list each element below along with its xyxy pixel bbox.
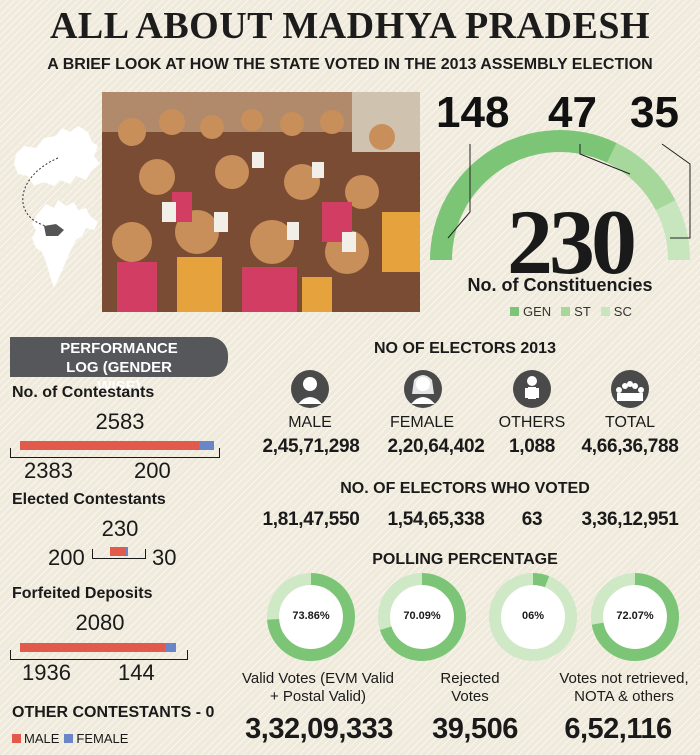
voted-female-value: 1,54,65,338 — [387, 509, 485, 530]
legend-male: MALE — [24, 731, 60, 746]
elected-label: Elected Contestants — [12, 491, 166, 508]
india-map-graphic — [14, 126, 100, 288]
sc-count: 35 — [630, 88, 679, 137]
legend-st: ST — [574, 304, 591, 319]
electors-total-value: 4,66,36,788 — [581, 436, 679, 457]
contestants-total: 2583 — [95, 409, 145, 434]
electors-others-label: OTHERS — [498, 414, 566, 431]
electors-others-value: 1,088 — [508, 436, 556, 457]
voted-heading: NO. OF ELECTORS WHO VOTED — [340, 480, 590, 497]
arc-segment-sc — [655, 200, 690, 260]
contestants-male: 2383 — [24, 458, 73, 483]
elected-female: 30 — [152, 545, 177, 570]
legend-swatch-st — [561, 307, 571, 316]
forfeited-total: 2080 — [75, 610, 125, 635]
polling-donuts — [267, 573, 679, 661]
contestants-male-bar — [20, 441, 199, 450]
arc-segment-gen — [430, 129, 617, 260]
electors-heading: NO OF ELECTORS 2013 — [374, 340, 556, 357]
constituencies-arc-chart — [430, 129, 691, 260]
voted-male-value: 1,81,47,550 — [262, 509, 360, 530]
mp-highlight — [44, 224, 64, 236]
donut-value-others — [489, 573, 577, 661]
polling-others-value: 06% — [521, 610, 545, 622]
legend-swatch-male — [12, 734, 21, 743]
forfeited-female: 144 — [118, 660, 155, 685]
contestants-female-bar — [198, 441, 214, 450]
voters-photo — [102, 92, 420, 312]
elected-male: 200 — [48, 545, 85, 570]
constituencies-legend: GEN ST SC — [510, 304, 632, 319]
total-constituencies: 230 — [507, 191, 637, 293]
electors-male-value: 2,45,71,298 — [262, 436, 360, 457]
forfeited-female-bar — [165, 643, 176, 652]
electors-female-value: 2,20,64,402 — [387, 436, 485, 457]
connector-line — [22, 157, 59, 227]
donut-value-total — [591, 573, 679, 661]
page-subtitle: A BRIEF LOOK AT HOW THE STATE VOTED IN T… — [47, 56, 653, 73]
polling-total-value: 72.07% — [616, 610, 654, 622]
legend-female: FEMALE — [76, 731, 129, 746]
rejected-votes-label: Rejected Votes — [440, 670, 500, 705]
forfeited-male: 1936 — [22, 660, 71, 685]
forfeited-label: Forfeited Deposits — [12, 585, 153, 602]
electors-male-label: MALE — [288, 414, 332, 431]
polling-male-value: 73.86% — [292, 610, 330, 622]
polling-heading: POLLING PERCENTAGE — [372, 551, 558, 568]
voted-total-value: 3,36,12,951 — [581, 509, 679, 530]
legend-swatch-female — [64, 734, 74, 743]
page-title: ALL ABOUT MADHYA PRADESH — [49, 5, 651, 47]
madhya-pradesh-map — [14, 126, 100, 186]
voters-photo-illustration — [102, 92, 420, 312]
total-icon — [611, 370, 649, 408]
valid-votes-label: Valid Votes (EVM Valid + Postal Valid) — [241, 670, 394, 705]
others-icon — [513, 370, 551, 408]
legend-gen: GEN — [523, 304, 552, 319]
not-retrieved-label: Votes not retrieved, NOTA & others — [559, 670, 689, 705]
elected-male-bar — [110, 547, 126, 556]
forfeited-male-bar — [20, 643, 166, 652]
electors-total-label: TOTAL — [604, 414, 656, 431]
performance-log-header: PERFORMANCE LOG (GENDER WISE) — [10, 337, 228, 395]
constituencies-label: No. of Constituencies — [467, 275, 653, 295]
valid-votes-value: 3,32,09,333 — [245, 713, 393, 745]
not-retrieved-value: 6,52,116 — [564, 713, 672, 745]
polling-female-value: 70.09% — [403, 610, 441, 622]
legend-sc: SC — [613, 304, 632, 319]
contestants-female: 200 — [134, 458, 171, 483]
st-leader-line — [579, 144, 631, 175]
forfeited-bracket — [10, 650, 188, 660]
st-count: 47 — [548, 88, 597, 137]
other-contestants: OTHER CONTESTANTS - 0 — [12, 704, 215, 721]
donut-value-male — [267, 573, 355, 661]
performance-heading: PERFORMANCE LOG (GENDER WISE) — [60, 340, 178, 395]
legend-swatch-gen — [510, 307, 519, 316]
elected-bracket — [92, 549, 146, 559]
gender-legend: MALE FEMALE — [12, 731, 128, 746]
india-map — [32, 200, 98, 288]
arc-segment-st — [607, 142, 676, 211]
female-icon — [404, 370, 442, 408]
gen-leader-line — [447, 144, 471, 239]
elected-total: 230 — [101, 516, 139, 541]
rejected-votes-value: 39,506 — [432, 713, 518, 745]
gen-count: 148 — [436, 88, 510, 137]
sc-leader-line — [661, 143, 691, 239]
electors-female-label: FEMALE — [389, 414, 454, 431]
elected-female-bar — [125, 547, 128, 556]
voted-others-value: 63 — [521, 509, 543, 530]
male-icon — [291, 370, 329, 408]
donut-value-female — [378, 573, 466, 661]
contestants-bracket — [10, 448, 220, 458]
contestants-label: No. of Contestants — [12, 384, 155, 401]
legend-swatch-sc — [600, 307, 610, 316]
